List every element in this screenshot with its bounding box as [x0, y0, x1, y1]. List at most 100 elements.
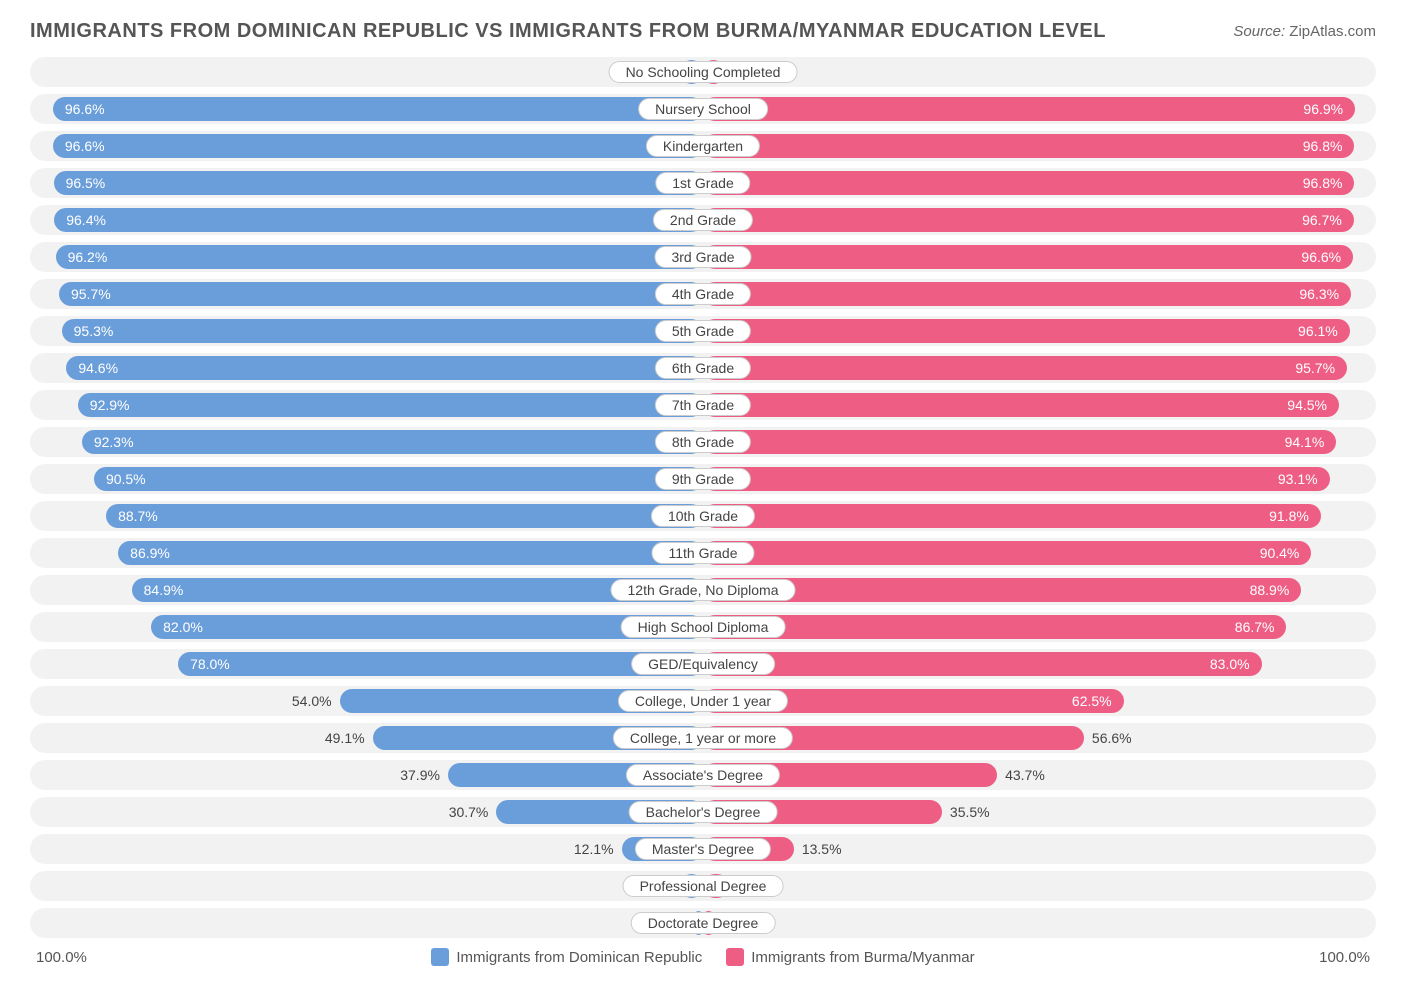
chart-row: 96.5% 96.8% 1st Grade	[30, 168, 1376, 198]
chart-row: 12.1% 13.5% Master's Degree	[30, 834, 1376, 864]
chart-row: 94.6% 95.7% 6th Grade	[30, 353, 1376, 383]
bar-left	[54, 171, 703, 195]
chart-row: 1.3%1.7%Doctorate Degree	[30, 908, 1376, 938]
chart-footer: 100.0% Immigrants from Dominican Republi…	[20, 948, 1386, 966]
value-left: 82.0%	[163, 619, 203, 635]
axis-max-right: 100.0%	[1319, 949, 1370, 966]
category-label: 11th Grade	[651, 542, 754, 564]
chart-row: 95.3% 96.1% 5th Grade	[30, 316, 1376, 346]
chart-row: 84.9% 88.9% 12th Grade, No Diploma	[30, 575, 1376, 605]
value-left: 96.6%	[65, 101, 105, 117]
chart-row: 96.6% 96.8% Kindergarten	[30, 131, 1376, 161]
chart-row: 86.9% 90.4% 11th Grade	[30, 538, 1376, 568]
category-label: 1st Grade	[655, 172, 750, 194]
value-right: 96.6%	[1301, 249, 1341, 265]
bar-right	[703, 541, 1311, 565]
bar-right	[703, 245, 1353, 269]
value-right: 43.7%	[1005, 767, 1045, 783]
bar-left	[118, 541, 703, 565]
category-label: 5th Grade	[655, 320, 751, 342]
chart-row: 90.5%93.1%9th Grade	[30, 464, 1376, 494]
value-left: 96.6%	[65, 138, 105, 154]
source-label: Source:	[1233, 23, 1285, 40]
bar-right	[703, 615, 1286, 639]
category-label: 6th Grade	[655, 357, 751, 379]
chart-row: 92.9%94.5%7th Grade	[30, 390, 1376, 420]
legend-swatch-left	[431, 948, 449, 966]
value-right: 13.5%	[802, 841, 842, 857]
bar-left	[178, 652, 703, 676]
legend-swatch-right	[726, 948, 744, 966]
chart-row: 96.6%96.9%Nursery School	[30, 94, 1376, 124]
category-label: 3rd Grade	[654, 246, 751, 268]
chart-row: 96.4%96.7%2nd Grade	[30, 205, 1376, 235]
bar-left	[53, 134, 703, 158]
category-label: Doctorate Degree	[631, 912, 776, 934]
chart-source: Source: ZipAtlas.com	[1233, 23, 1376, 40]
source-value: ZipAtlas.com	[1289, 23, 1376, 40]
bar-right	[703, 319, 1350, 343]
value-left: 92.3%	[94, 434, 134, 450]
legend-label-right: Immigrants from Burma/Myanmar	[751, 949, 974, 966]
value-right: 95.7%	[1295, 360, 1335, 376]
category-label: College, 1 year or more	[613, 727, 793, 749]
category-label: Master's Degree	[635, 838, 771, 860]
value-left: 88.7%	[118, 508, 158, 524]
value-left: 49.1%	[325, 730, 365, 746]
category-label: College, Under 1 year	[618, 690, 788, 712]
chart-row: 82.0%86.7%High School Diploma	[30, 612, 1376, 642]
category-label: No Schooling Completed	[609, 61, 798, 83]
value-right: 83.0%	[1210, 656, 1250, 672]
value-left: 95.3%	[74, 323, 114, 339]
value-right: 56.6%	[1092, 730, 1132, 746]
bar-left	[54, 208, 703, 232]
bar-right	[703, 282, 1351, 306]
value-right: 96.8%	[1303, 138, 1343, 154]
value-left: 86.9%	[130, 545, 170, 561]
value-left: 95.7%	[71, 286, 111, 302]
value-right: 96.8%	[1303, 175, 1343, 191]
value-right: 90.4%	[1260, 545, 1300, 561]
bar-left	[53, 97, 703, 121]
value-right: 35.5%	[950, 804, 990, 820]
category-label: 7th Grade	[655, 394, 751, 416]
bar-right	[703, 171, 1354, 195]
legend-label-left: Immigrants from Dominican Republic	[456, 949, 702, 966]
category-label: Professional Degree	[623, 875, 784, 897]
value-right: 96.7%	[1302, 212, 1342, 228]
value-left: 12.1%	[574, 841, 614, 857]
value-left: 94.6%	[78, 360, 118, 376]
bar-right	[703, 430, 1336, 454]
legend-item-left: Immigrants from Dominican Republic	[431, 948, 702, 966]
chart-row: 88.7%91.8%10th Grade	[30, 501, 1376, 531]
category-label: 4th Grade	[655, 283, 751, 305]
value-right: 94.1%	[1285, 434, 1325, 450]
category-label: 10th Grade	[651, 505, 755, 527]
value-left: 90.5%	[106, 471, 146, 487]
category-label: Associate's Degree	[626, 764, 780, 786]
value-left: 96.5%	[66, 175, 106, 191]
value-right: 88.9%	[1250, 582, 1290, 598]
category-label: High School Diploma	[621, 616, 786, 638]
bar-right	[703, 467, 1330, 491]
value-left: 30.7%	[449, 804, 489, 820]
chart-row: 37.9%43.7%Associate's Degree	[30, 760, 1376, 790]
diverging-bar-chart: 3.4%3.1%No Schooling Completed 96.6%96.9%…	[20, 57, 1386, 938]
chart-row: 3.4%3.1%No Schooling Completed	[30, 57, 1376, 87]
bar-right	[703, 208, 1354, 232]
value-right: 96.1%	[1298, 323, 1338, 339]
bar-left	[56, 245, 703, 269]
value-left: 84.9%	[144, 582, 184, 598]
legend: Immigrants from Dominican Republic Immig…	[87, 948, 1319, 966]
chart-row: 78.0%83.0%GED/Equivalency	[30, 649, 1376, 679]
value-right: 94.5%	[1287, 397, 1327, 413]
chart-row: 30.7% 35.5% Bachelor's Degree	[30, 797, 1376, 827]
category-label: Bachelor's Degree	[629, 801, 778, 823]
bar-right	[703, 652, 1262, 676]
value-left: 78.0%	[190, 656, 230, 672]
chart-title: IMMIGRANTS FROM DOMINICAN REPUBLIC VS IM…	[30, 20, 1106, 43]
category-label: 12th Grade, No Diploma	[611, 579, 796, 601]
category-label: Kindergarten	[646, 135, 760, 157]
chart-row: 96.2%96.6%3rd Grade	[30, 242, 1376, 272]
bar-left	[94, 467, 703, 491]
